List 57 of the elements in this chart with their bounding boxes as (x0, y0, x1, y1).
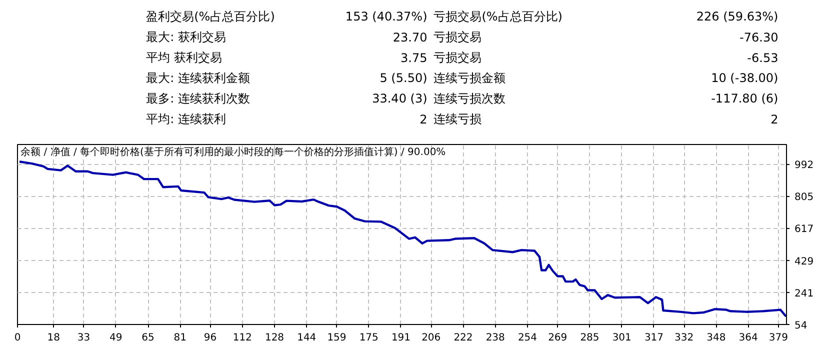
text: 10 (-38.00) (711, 71, 778, 85)
text: 亏损交易(%占总百分比) (434, 10, 562, 24)
text: 最大: 连续获利金额 (146, 71, 250, 85)
y-tick-label: 429 (794, 256, 814, 268)
x-tick-label: 332 (674, 332, 694, 344)
y-tick-label: 54 (794, 320, 808, 332)
x-tick-label: 269 (548, 332, 568, 344)
x-tick-label: 348 (706, 332, 726, 344)
text: 连续亏损次数 (434, 92, 506, 106)
x-tick-label: 0 (14, 332, 21, 344)
line-series (18, 160, 786, 317)
x-tick-label: 206 (422, 332, 441, 344)
text: 连续亏损 (434, 112, 482, 126)
text: 226 (59.63%) (696, 10, 778, 24)
x-tick-label: 112 (232, 332, 252, 344)
x-tick-label: 96 (204, 332, 217, 344)
x-tick-label: 81 (174, 332, 187, 344)
x-tick-label: 144 (297, 332, 316, 344)
y-tick-label: 992 (794, 160, 814, 172)
x-tick-label: 175 (359, 332, 378, 344)
x-tick-label: 159 (327, 332, 346, 344)
text: 5 (5.50) (380, 71, 428, 85)
x-tick-label: 65 (142, 332, 154, 344)
text: 33.40 (3) (372, 92, 428, 106)
x-tick-label: 238 (486, 332, 505, 344)
text: 平均 获利交易 (146, 50, 222, 64)
x-tick-label: 301 (612, 332, 632, 344)
y-tick-label: 805 (794, 192, 814, 203)
text: 153 (40.37%) (345, 10, 428, 24)
text: 亏损交易 (434, 50, 482, 64)
x-tick-label: 285 (580, 332, 600, 344)
x-tick-label: 222 (454, 332, 473, 344)
chart-title: 余额 / 净值 / 每个即时价格(基于所有可利用的最小时段的每一个价格的分形插值计算) / 90.00% (20, 146, 446, 158)
y-tick-label: 617 (794, 224, 814, 236)
x-tick-label: 33 (77, 332, 90, 344)
x-tick-label: 18 (47, 332, 60, 344)
x-tick-label: 364 (738, 332, 758, 344)
x-tick-label: 49 (110, 332, 122, 344)
text: 23.70 (392, 30, 428, 44)
y-tick-label: 241 (794, 288, 814, 300)
text: 最多: 连续获利次数 (146, 92, 250, 106)
text: 盈利交易(%占总百分比) (146, 10, 275, 24)
text: -6.53 (747, 51, 778, 65)
text: -76.30 (740, 30, 778, 44)
text: -117.80 (6) (711, 92, 778, 106)
text: 2 (770, 112, 778, 126)
x-tick-label: 191 (391, 332, 411, 344)
text: 最大: 获利交易 (146, 30, 226, 44)
x-tick-label: 317 (644, 332, 664, 344)
text: 连续亏损金额 (434, 71, 506, 85)
x-tick-label: 379 (768, 332, 788, 344)
x-tick-label: 128 (264, 332, 284, 344)
text: 亏损交易 (434, 30, 482, 44)
text: 3.75 (400, 51, 428, 65)
x-tick-label: 254 (518, 332, 538, 344)
text: 平均: 连续获利 (146, 112, 226, 126)
text: 2 (420, 112, 428, 126)
